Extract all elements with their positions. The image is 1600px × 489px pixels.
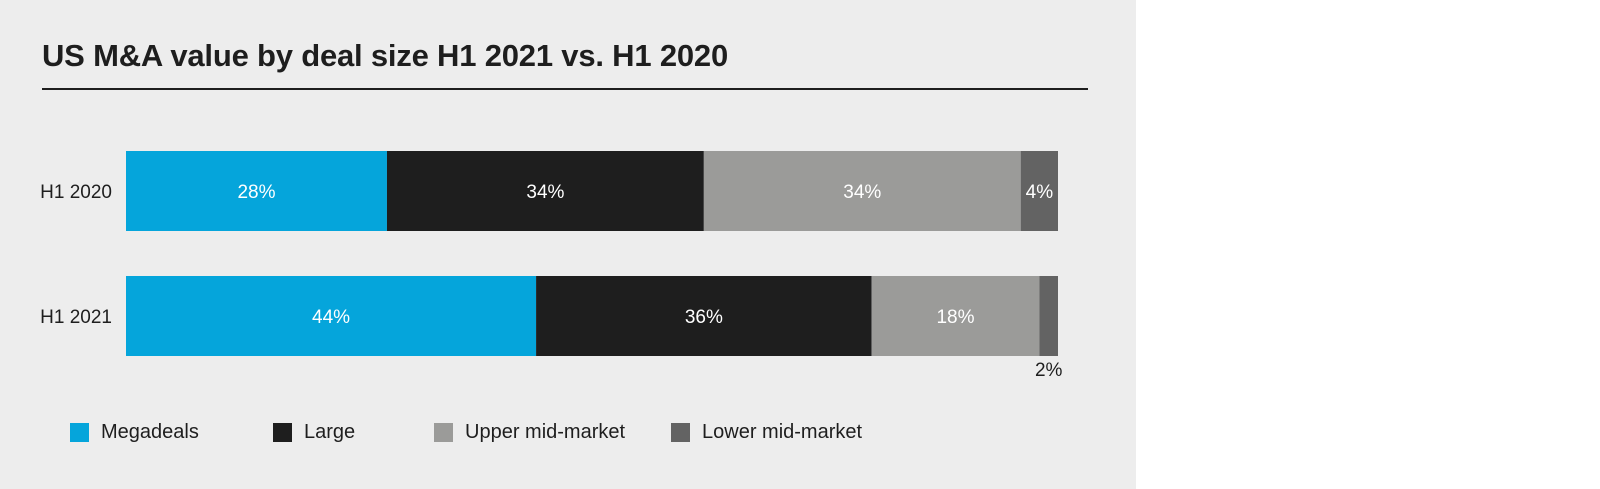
legend-swatch-megadeals	[70, 422, 89, 442]
bar-segment-megadeals-h1-2021	[126, 276, 537, 356]
bar-segment-large-h1-2021	[536, 276, 872, 356]
bar-segment-large-h1-2020	[386, 151, 704, 231]
data-label-megadeals-h1-2020: 28%	[237, 182, 275, 203]
legend-swatch-lower-mid-market	[671, 422, 690, 442]
legend-item-large: Large	[273, 420, 355, 444]
data-label-lower-mid-market-h1-2020: 4%	[1026, 182, 1054, 203]
data-label-large-h1-2020: 34%	[526, 182, 564, 203]
legend-label-upper-mid-market: Upper mid-market	[465, 420, 626, 443]
legend-label-large: Large	[304, 420, 356, 443]
legend-item-lower-mid-market: Lower mid-market	[671, 420, 862, 444]
bar-segment-upper-mid-market-h1-2020	[703, 151, 1021, 231]
title-divider	[42, 88, 1088, 90]
bar-segment-lower-mid-market-h1-2020	[1020, 151, 1058, 231]
bar-segment-lower-mid-market-h1-2021	[1039, 276, 1058, 356]
category-label-h1-2020: H1 2020	[40, 182, 112, 203]
legend-item-upper-mid-market: Upper mid-market	[434, 420, 625, 444]
data-label-large-h1-2021: 36%	[685, 307, 723, 328]
data-label-upper-mid-market-h1-2020: 34%	[843, 182, 881, 203]
data-label-lower-mid-market-h1-2021: 2%	[1035, 360, 1063, 381]
legend-label-megadeals: Megadeals	[101, 420, 199, 443]
data-label-megadeals-h1-2021: 44%	[312, 307, 350, 328]
category-label-h1-2021: H1 2021	[40, 307, 112, 328]
stacked-bar-chart: H1 2020 28% 34% 34% 4% H1 2021 44% 36% 18% 2%	[40, 151, 1063, 381]
chart-title: US M&A value by deal size H1 2021 vs. H1…	[42, 38, 728, 73]
bar-segment-megadeals-h1-2020	[126, 151, 387, 231]
legend-swatch-large	[273, 422, 292, 442]
legend-label-lower-mid-market: Lower mid-market	[702, 420, 863, 443]
chart-panel: US M&A value by deal size H1 2021 vs. H1…	[0, 0, 1136, 489]
legend-swatch-upper-mid-market	[434, 422, 453, 442]
bar-segment-upper-mid-market-h1-2021	[871, 276, 1040, 356]
data-label-upper-mid-market-h1-2021: 18%	[936, 307, 974, 328]
legend-item-megadeals: Megadeals	[70, 420, 199, 444]
